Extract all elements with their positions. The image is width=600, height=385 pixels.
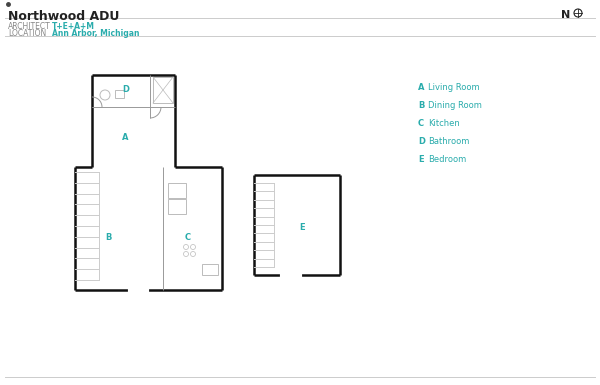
Text: D: D [122, 85, 130, 94]
Text: Northwood ADU: Northwood ADU [8, 10, 119, 23]
Text: B: B [418, 100, 424, 109]
Text: N: N [561, 10, 570, 20]
Text: A: A [418, 82, 425, 92]
Text: C: C [418, 119, 424, 127]
Text: Kitchen: Kitchen [428, 119, 460, 127]
Text: ARCHITECT: ARCHITECT [8, 22, 51, 31]
Bar [202, 264, 218, 275]
Bar [168, 199, 186, 214]
Text: Bathroom: Bathroom [428, 137, 469, 146]
Text: Dining Room: Dining Room [428, 100, 482, 109]
Text: C: C [185, 233, 191, 241]
Text: E: E [418, 154, 424, 164]
Text: Living Room: Living Room [428, 82, 479, 92]
Text: T+E+A+M: T+E+A+M [52, 22, 95, 31]
Text: Ann Arbor, Michigan: Ann Arbor, Michigan [52, 29, 139, 38]
Text: B: B [105, 233, 111, 241]
Text: Bedroom: Bedroom [428, 154, 466, 164]
Text: A: A [122, 132, 128, 142]
Text: E: E [299, 223, 305, 231]
Bar [115, 90, 124, 98]
Text: LOCATION: LOCATION [8, 29, 46, 38]
Text: D: D [418, 137, 425, 146]
Bar [168, 183, 186, 198]
Bar [153, 77, 173, 103]
